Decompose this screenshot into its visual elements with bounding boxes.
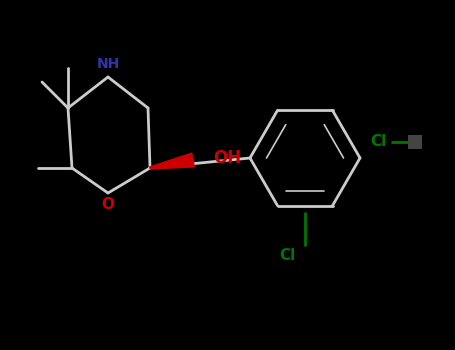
Text: OH: OH — [213, 149, 241, 167]
Text: O: O — [101, 197, 115, 212]
Text: NH: NH — [96, 57, 120, 71]
Polygon shape — [150, 153, 194, 169]
Text: Cl: Cl — [370, 134, 386, 149]
Bar — [408, 135, 422, 149]
Text: Cl: Cl — [279, 248, 295, 263]
